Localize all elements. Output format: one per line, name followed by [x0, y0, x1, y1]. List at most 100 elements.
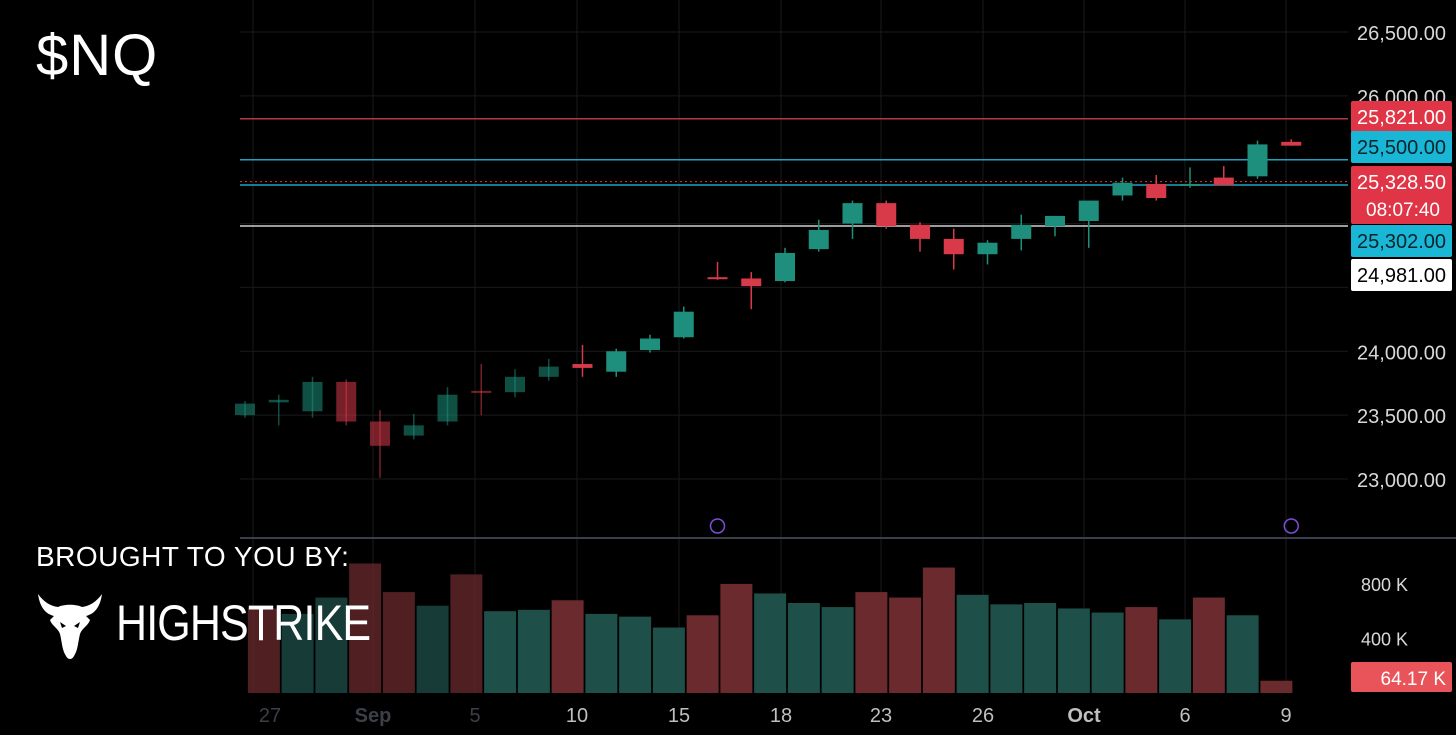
price-level-badge [1351, 131, 1452, 163]
time-tick-label: 9 [1280, 705, 1291, 727]
ticker-symbol: $NQ [36, 23, 159, 88]
candle-body [370, 421, 390, 446]
candle-body [235, 403, 255, 416]
bull-head-icon [38, 594, 102, 659]
volume-tick-label: 400 K [1361, 629, 1408, 649]
candle-body [403, 425, 424, 436]
candle-body [842, 203, 863, 224]
candle-body [538, 366, 559, 377]
price-level-lines [240, 117, 1348, 227]
volume-bar [787, 603, 820, 693]
volume-bar [990, 604, 1023, 693]
volume-bars [247, 563, 1293, 693]
price-level-label: 25,302.00 [1357, 231, 1446, 253]
volume-bar [484, 611, 517, 693]
volume-current-label: 64.17 K [1381, 669, 1447, 690]
volume-bar [450, 574, 483, 693]
price-level-label: 24,981.00 [1357, 265, 1446, 287]
candle-body [1112, 182, 1133, 196]
candle-body [302, 381, 323, 412]
price-tick-label: 23,000.00 [1357, 470, 1446, 492]
candle-body [977, 242, 998, 255]
time-tick-label: 15 [668, 705, 690, 727]
candle-body [505, 376, 525, 393]
candle-body [1011, 224, 1032, 239]
time-tick-label: 18 [770, 705, 792, 727]
candle-body [572, 364, 593, 368]
volume-current-badge [1351, 662, 1452, 692]
countdown-label: 08:07:40 [1366, 200, 1440, 221]
candle-body [1146, 183, 1167, 199]
volume-bar [720, 583, 753, 693]
candle-body [640, 338, 660, 351]
candle-body [1045, 215, 1065, 227]
volume-tick-label: 800 K [1361, 575, 1408, 595]
price-level-badge [1351, 166, 1452, 224]
time-tick-label: 27 [259, 705, 281, 727]
candles [235, 139, 1302, 478]
price-level-badge [1351, 225, 1452, 257]
candle-body [1180, 183, 1200, 186]
time-tick-label: Sep [355, 705, 392, 727]
price-level-label: 25,821.00 [1357, 107, 1446, 129]
candle-body [775, 252, 795, 282]
time-tick-label: 23 [870, 705, 892, 727]
volume-bar [281, 613, 314, 693]
price-tick-label: 24,000.00 [1357, 342, 1446, 364]
grid [240, 0, 1456, 693]
price-level-badge [1351, 101, 1452, 133]
volume-bar [855, 592, 888, 693]
volume-bar [956, 594, 989, 693]
volume-bar [551, 600, 584, 693]
volume-bar [1192, 597, 1225, 693]
event-markers [709, 518, 1299, 534]
volume-bar [247, 608, 280, 693]
candle-body [268, 399, 289, 403]
volume-bar [754, 593, 787, 693]
candle-body [336, 381, 357, 422]
volume-bar [315, 597, 348, 693]
axes: 26,500.0026,000.0024,000.0023,500.0023,0… [259, 23, 1446, 727]
time-tick-label: 10 [566, 705, 588, 727]
volume-bar [1159, 619, 1192, 693]
volume-bar [1125, 607, 1158, 693]
candle-body [808, 229, 829, 250]
volume-bar [922, 567, 955, 693]
price-tick-label: 23,500.00 [1357, 406, 1446, 428]
volume-bar [1226, 615, 1259, 693]
price-level-labels: 25,821.00 25,500.00 25,328.50 08:07:40 25,30… [1351, 101, 1452, 692]
candle-body [606, 351, 627, 372]
brand-name: HIGHSTRIKE [116, 595, 371, 651]
volume-bar [1024, 603, 1057, 693]
volume-bar [1260, 680, 1293, 693]
volume-bar [821, 607, 854, 693]
candle-body [1247, 144, 1268, 177]
candle-body [1078, 200, 1099, 222]
candle-body [437, 394, 458, 422]
price-level-label: 25,500.00 [1357, 137, 1446, 159]
price-tick-label: 26,500.00 [1357, 23, 1446, 45]
volume-bar [349, 563, 382, 693]
candle-body [876, 203, 897, 227]
price-level-label: 25,328.50 [1357, 172, 1446, 194]
candle-body [1281, 141, 1302, 146]
volume-bar [517, 609, 550, 693]
volume-bar [889, 597, 922, 693]
volume-bar [585, 613, 618, 693]
volume-bar [382, 592, 415, 693]
candle-body [1213, 177, 1234, 186]
candle-body [943, 238, 964, 255]
volume-bar [652, 627, 685, 693]
time-tick-label: 26 [972, 705, 994, 727]
volume-bar [1091, 612, 1124, 693]
split-arrows-icon [709, 518, 726, 534]
volume-bar [416, 605, 449, 693]
lightning-icon [1283, 518, 1299, 534]
time-tick-label: Oct [1067, 705, 1101, 727]
candle-body [673, 311, 694, 338]
price-level-badge [1351, 259, 1452, 291]
candle-body [707, 277, 728, 280]
volume-bar [1057, 608, 1090, 693]
candle-body [741, 278, 762, 287]
